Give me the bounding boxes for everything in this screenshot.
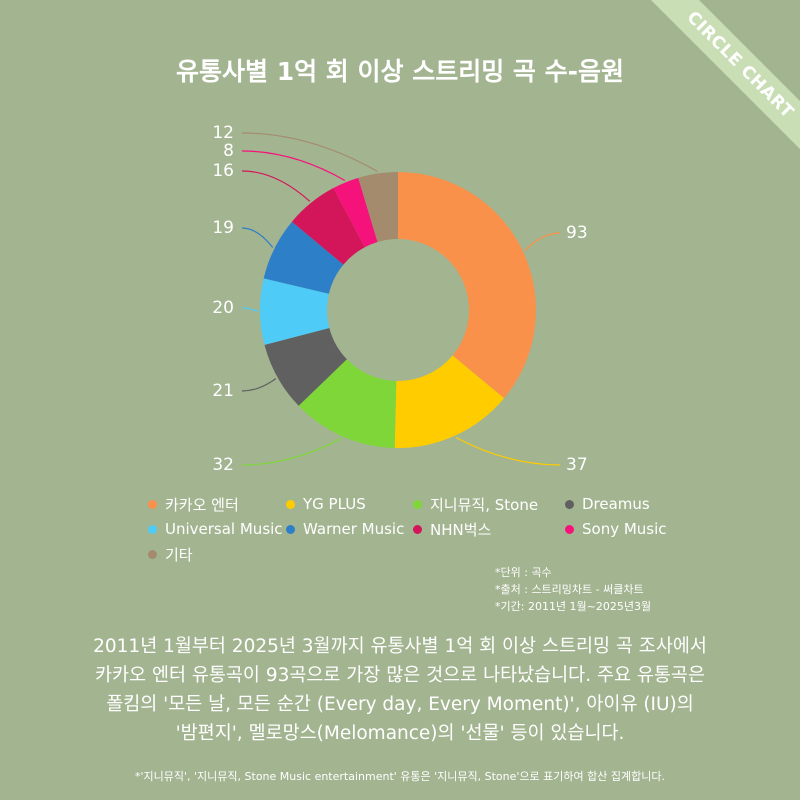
data-label-nhn: 16 (212, 161, 234, 181)
slice-other (398, 172, 536, 399)
legend-label: 기타 (165, 545, 193, 564)
data-label-universal-music: 20 (212, 298, 234, 318)
data-label-other: 93 (566, 223, 588, 243)
leader-line-stone (241, 437, 342, 466)
legend-label: Warner Music (303, 520, 405, 538)
chart-slices (260, 172, 536, 448)
legend-label: NHN벅스 (430, 520, 492, 539)
summary-line: '밤편지', 멜로망스(Melomance)의 '선물' 등이 있습니다. (175, 723, 625, 744)
note-unit: *단위 : 곡수 (495, 566, 552, 579)
chart-legend: 카카오 엔터 YG PLUS 지니뮤직, Stone Dreamus Universal… (148, 494, 688, 564)
legend-item-other: 기타 (148, 544, 286, 564)
slice-stone (298, 359, 397, 448)
data-label-stone: 32 (212, 455, 234, 475)
slice-yg-plus (394, 355, 505, 448)
summary-line: 폴킴의 '모든 날, 모든 순간 (Every day, Every Momen… (106, 694, 694, 715)
legend-label: YG PLUS (303, 495, 366, 513)
legend-item-nhn: NHN벅스 (413, 519, 565, 539)
legend-item-yg-plus: YG PLUS (286, 494, 413, 514)
summary-line: 카카오 엔터 유통곡이 93곡으로 가장 많은 것으로 나타났습니다. 주요 유… (95, 665, 705, 686)
leader-line-other (524, 232, 561, 252)
legend-item-warner-music: Warner Music (286, 519, 413, 539)
legend-swatch (413, 524, 422, 534)
legend-item-dreamus: Dreamus (565, 494, 685, 514)
legend-swatch (565, 499, 574, 509)
chart-leader-lines (241, 132, 561, 466)
leader-line-warner-music (241, 227, 274, 248)
summary-text: 2011년 1월부터 2025년 3월까지 유통사별 1억 회 이상 스트리밍 … (20, 632, 780, 748)
chart-title: 유통사별 1억 회 이상 스트리밍 곡 수-음원 (176, 57, 624, 86)
slice-dreamus (264, 327, 347, 406)
leader-line-yg-plus (455, 436, 561, 466)
data-label-other: 12 (212, 123, 234, 143)
legend-item-sony-music: Sony Music (565, 519, 685, 539)
corner-badge-text: CIRCLE CHART (636, 0, 800, 169)
legend-item-stone: 지니뮤직, Stone (413, 494, 565, 514)
slice-warner-music (263, 221, 344, 294)
slice-sony-music (333, 177, 378, 248)
corner-badge: CIRCLE CHART (630, 0, 800, 170)
legend-swatch (565, 524, 574, 534)
leader-line-dreamus (241, 378, 277, 392)
leader-line-other (241, 132, 378, 173)
legend-swatch (286, 499, 295, 509)
data-label-yg-plus: 37 (566, 455, 588, 475)
slice-other (358, 172, 398, 243)
note-period: *기간: 2011년 1월~2025년3월 (495, 600, 652, 613)
legend-swatch (286, 524, 295, 534)
legend-swatch (148, 549, 157, 559)
legend-label: 지니뮤직, Stone (430, 495, 539, 514)
leader-line-sony-music (241, 150, 346, 182)
data-label-dreamus: 21 (212, 381, 234, 401)
legend-item-other: 카카오 엔터 (148, 494, 286, 514)
slice-universal-music (260, 278, 330, 345)
slice-nhn (291, 188, 365, 265)
legend-swatch (413, 499, 422, 509)
data-label-sony-music: 8 (223, 141, 234, 161)
legend-label: Dreamus (582, 495, 650, 513)
legend-swatch (148, 499, 157, 509)
legend-label: 카카오 엔터 (165, 495, 239, 514)
legend-item-universal-music: Universal Music (148, 519, 286, 539)
leader-line-universal-music (241, 307, 259, 313)
chart-notes: *단위 : 곡수 *출처 : 스트리밍차트 - 써클차트 *기간: 2011년 … (495, 564, 651, 615)
summary-line: 2011년 1월부터 2025년 3월까지 유통사별 1억 회 이상 스트리밍 … (93, 636, 707, 657)
footnote: *'지니뮤직', '지니뮤직, Stone Music entertainmen… (135, 770, 665, 783)
note-source: *출처 : 스트리밍차트 - 써클차트 (495, 583, 644, 596)
legend-label: Sony Music (582, 520, 667, 538)
data-label-warner-music: 19 (212, 218, 234, 238)
legend-label: Universal Music (165, 520, 283, 538)
legend-swatch (148, 524, 157, 534)
leader-line-nhn (241, 170, 311, 202)
